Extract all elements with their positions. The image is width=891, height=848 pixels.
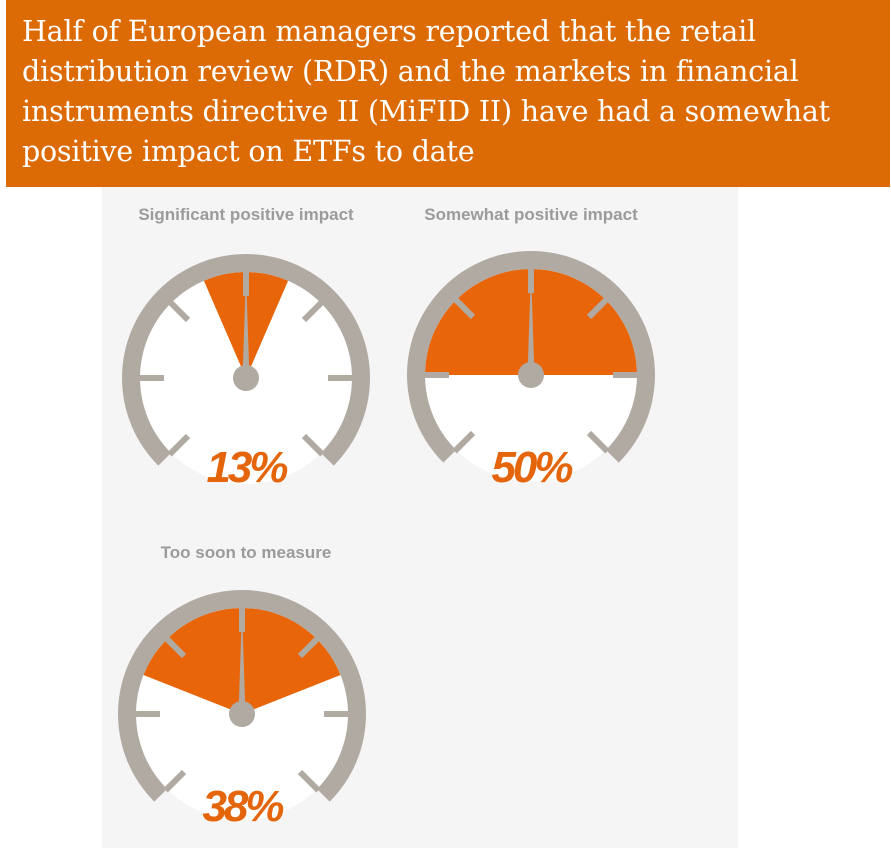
gauge-tick (452, 296, 476, 320)
gauge-dial (122, 254, 371, 484)
gauge-tick (163, 635, 187, 659)
gauge-rim (407, 251, 655, 463)
gauge-needle (527, 271, 535, 375)
gauge-label: Significant positive impact (138, 205, 354, 224)
gauge-tick (301, 433, 325, 457)
gauge-label: Somewhat positive impact (424, 205, 638, 224)
gauge-tick (301, 299, 325, 323)
gauge-tick (167, 433, 191, 457)
gauge-rim (122, 254, 371, 466)
gauge-tick (297, 635, 321, 659)
gauge-value: 50% (491, 443, 573, 492)
page-title: Half of European managers reported that … (22, 15, 830, 168)
gauge-rim (118, 590, 367, 802)
gauge-value: 13% (206, 443, 288, 492)
gauge-tick (586, 430, 610, 454)
gauge-tick (452, 430, 476, 454)
gauge-tick (167, 299, 191, 323)
gauge-tick (163, 769, 187, 793)
gauge-tick (297, 769, 321, 793)
gauge-hub (229, 701, 255, 727)
gauge-hub (518, 362, 544, 388)
gauge-needle (242, 274, 250, 378)
gauge-label: Too soon to measure (160, 543, 332, 562)
gauge-dial (407, 251, 655, 481)
gauge-needle (238, 610, 246, 714)
gauge-dial (118, 590, 367, 820)
header-banner: Half of European managers reported that … (6, 0, 890, 187)
gauge-hub (233, 365, 259, 391)
gauge-tick (586, 296, 610, 320)
gauge-value: 38% (202, 782, 284, 831)
